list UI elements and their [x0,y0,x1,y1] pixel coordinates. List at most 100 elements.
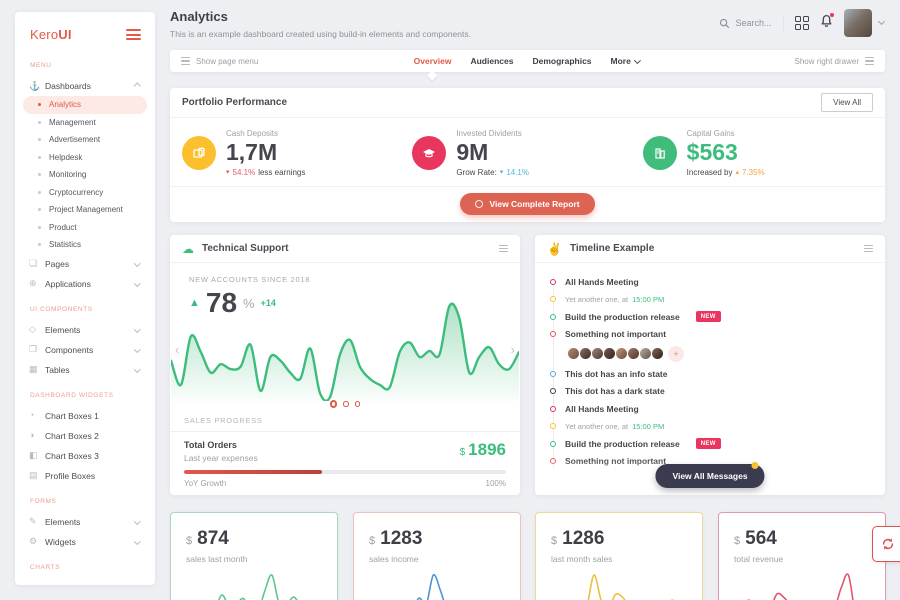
timeline-item[interactable]: All Hands Meeting [550,273,871,291]
divider [782,15,784,31]
sidebar-item-form-elements[interactable]: ✎ Elements [23,512,147,532]
timeline-time: 15:00 PM [632,421,665,431]
chevron-down-icon [633,56,641,64]
section-label-charts: CHARTS [30,563,61,571]
timeline-dot [550,370,556,377]
sidebar-subitem-project-management[interactable]: Project Management [23,201,147,219]
sidebar-subitem-statistics[interactable]: Statistics [23,236,147,254]
sidebar-item-components[interactable]: ❒ Components [23,340,147,360]
caret-up-icon: ▲ [189,296,200,309]
page-tabs: Overview Audiences Demographics More [414,56,642,66]
timeline-item[interactable]: Yet another one, at 15:00 PM [550,418,871,436]
tab-demographics[interactable]: Demographics [532,56,592,66]
stat-label: total revenue [734,554,784,564]
page-header: Analytics This is an example dashboard c… [170,9,471,39]
sidebar-item-label: Chart Boxes 2 [45,430,99,441]
chevron-down-icon [133,366,140,373]
sidebar-item-label: Widgets [45,536,76,547]
subitem-label: Advertisement [49,135,101,145]
timeline-dot [550,440,556,447]
tab-more[interactable]: More [611,56,642,66]
currency-symbol: $ [551,535,558,547]
timeline-item[interactable]: Yet another one, at 15:00 PM [550,291,871,309]
technical-support-card: ☁ Technical Support NEW ACCOUNTS SINCE 2… [170,235,520,495]
stat-label: sales last month [186,554,248,564]
add-avatar-button[interactable]: + [668,345,684,362]
view-complete-report-button[interactable]: View Complete Report [460,192,595,215]
avatar[interactable] [651,347,664,360]
carousel-next-arrow[interactable]: › [510,342,515,357]
sidebar-item-chart-boxes-3[interactable]: ◧ Chart Boxes 3 [23,446,147,466]
sidebar-item-pages[interactable]: ❏ Pages [23,254,147,274]
anchor-icon: ⚓ [29,80,41,91]
timeline-item[interactable]: Build the production release NEW [550,435,871,453]
metric-cash-deposits: Cash Deposits 1,7M ▾ 54.1% less earnings [182,127,412,179]
sales-progress-label: SALES PROGRESS [184,416,263,425]
timeline-dot [550,296,556,303]
tab-overview[interactable]: Overview [413,56,452,66]
list-icon[interactable] [499,244,508,253]
view-all-button[interactable]: View All [821,93,873,112]
stat-card-sales-last-month: $ 874 sales last month [170,512,338,600]
brand-logo[interactable]: KeroUI [30,27,72,42]
sidebar-subitem-management[interactable]: Management [23,114,147,132]
sidebar-subitem-helpdesk[interactable]: Helpdesk [23,149,147,167]
cloud-icon: ☁ [182,241,194,256]
sidebar-subitem-advertisement[interactable]: Advertisement [23,131,147,149]
new-badge: NEW [695,311,721,323]
sidebar-subitem-analytics[interactable]: Analytics [23,96,147,114]
sidebar-item-chart-boxes-2[interactable]: ◑ Chart Boxes 2 [23,426,147,446]
sidebar: KeroUI MENU ⚓ Dashboards Analytics Manag… [15,12,155,585]
user-avatar[interactable] [844,9,872,37]
show-page-menu-button[interactable]: Show page menu [181,57,258,66]
timeline-item[interactable]: All Hands Meeting [550,400,871,418]
sidebar-subitem-product[interactable]: Product [23,219,147,237]
sidebar-item-profile-boxes[interactable]: ▤ Profile Boxes [23,466,147,486]
notifications-button[interactable] [820,12,834,33]
tab-audiences[interactable]: Audiences [470,56,514,66]
sidebar-item-tables[interactable]: ▦ Tables [23,360,147,380]
bullet-icon [38,173,41,177]
orders-value: $ 1896 [460,440,506,460]
hamburger-icon[interactable] [126,29,141,40]
yoy-label: YoY Growth [184,479,227,488]
chevron-down-icon[interactable] [877,17,886,26]
kpi-delta: +14 [260,298,276,308]
chevron-down-icon [133,518,140,525]
show-right-drawer-button[interactable]: Show right drawer [795,57,874,66]
list-icon[interactable] [864,244,873,253]
carousel-dot[interactable] [329,400,338,408]
view-all-messages-button[interactable]: View All Messages [655,462,765,488]
carousel-dot[interactable] [343,401,349,407]
sidebar-item-elements[interactable]: ◇ Elements [23,320,147,340]
timeline-item[interactable]: This dot has a dark state [550,383,871,401]
timeline-item[interactable]: Build the production release NEW [550,308,871,326]
timeline-item[interactable]: Something not important [550,326,871,344]
section-label-ui-components: UI COMPONENTS [30,305,93,313]
carousel-prev-arrow[interactable]: ‹ [175,342,180,357]
section-label-dashboard-widgets: DASHBOARD WIDGETS [30,391,114,399]
timeline-dot [550,331,556,338]
subitem-label: Statistics [49,240,82,250]
carousel-dot[interactable] [354,401,361,407]
apps-grid-icon[interactable] [794,15,809,31]
sidebar-item-label: Pages [45,258,70,269]
search-icon [720,18,730,28]
timeline-item[interactable]: This dot has an info state [550,365,871,383]
sidebar-subitem-monitoring[interactable]: Monitoring [23,166,147,184]
stat-sparkline [727,570,877,600]
search-button[interactable]: Search... [719,18,772,29]
subitem-label: Cryptocurrency [49,187,104,197]
sidebar-item-chart-boxes-1[interactable]: ◔ Chart Boxes 1 [23,406,147,426]
metric-delta: 54.1% [232,168,256,178]
timeline-text: Yet another one, at [565,294,629,304]
brand-first: Kero [30,27,59,42]
sidebar-item-dashboards[interactable]: ⚓ Dashboards [23,76,147,96]
sidebar-subitem-cryptocurrency[interactable]: Cryptocurrency [23,184,147,202]
sidebar-item-form-widgets[interactable]: ⚙ Widgets [23,532,147,552]
refresh-button[interactable] [872,526,900,562]
stat-sparkline [544,570,694,600]
sidebar-item-applications[interactable]: ⊕ Applications [23,274,147,294]
currency-symbol: $ [459,447,466,458]
orders-subtitle: Last year expenses [184,453,258,463]
